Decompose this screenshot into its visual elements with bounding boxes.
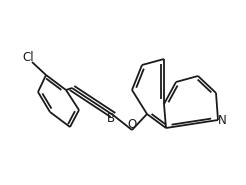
Text: O: O — [127, 118, 137, 131]
Text: B·: B· — [107, 112, 119, 125]
Text: N: N — [218, 115, 227, 127]
Text: Cl: Cl — [22, 51, 34, 64]
